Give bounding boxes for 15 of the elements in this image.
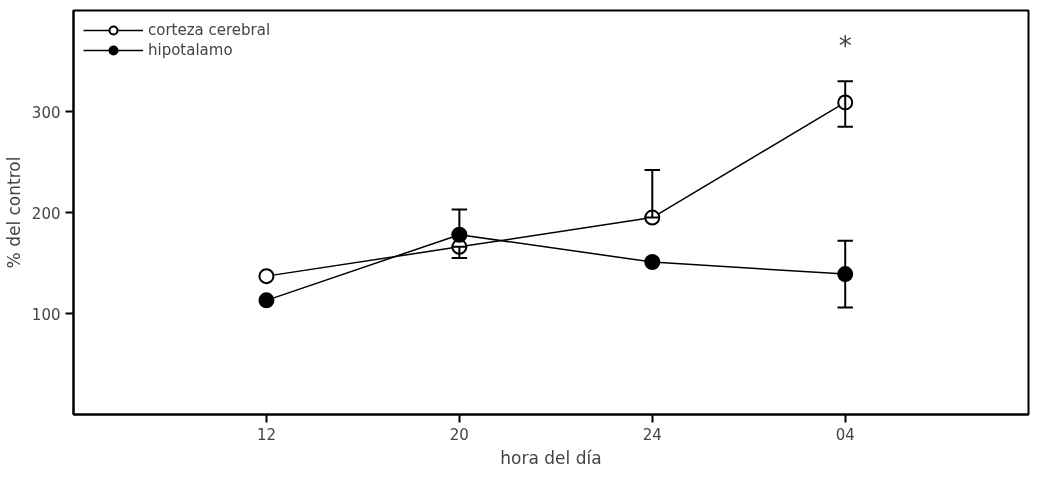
legend-label: corteza cerebral xyxy=(148,21,271,39)
point xyxy=(258,292,275,309)
y-axis-title: % del control xyxy=(3,156,24,269)
y-tick-label: 300 xyxy=(31,103,61,122)
x-tick-label: 24 xyxy=(642,425,662,444)
point xyxy=(258,268,275,285)
point xyxy=(644,254,661,270)
x-tick-label: 20 xyxy=(449,425,469,444)
y-tick-label: 200 xyxy=(31,204,61,223)
x-tick-label: 12 xyxy=(256,425,276,444)
x-axis-title: hora del día xyxy=(500,447,602,468)
x-tick-label: 04 xyxy=(835,425,855,444)
annotation: * xyxy=(838,31,852,62)
legend-label: hipotalamo xyxy=(148,41,233,59)
y-tick-label: 100 xyxy=(31,305,61,324)
